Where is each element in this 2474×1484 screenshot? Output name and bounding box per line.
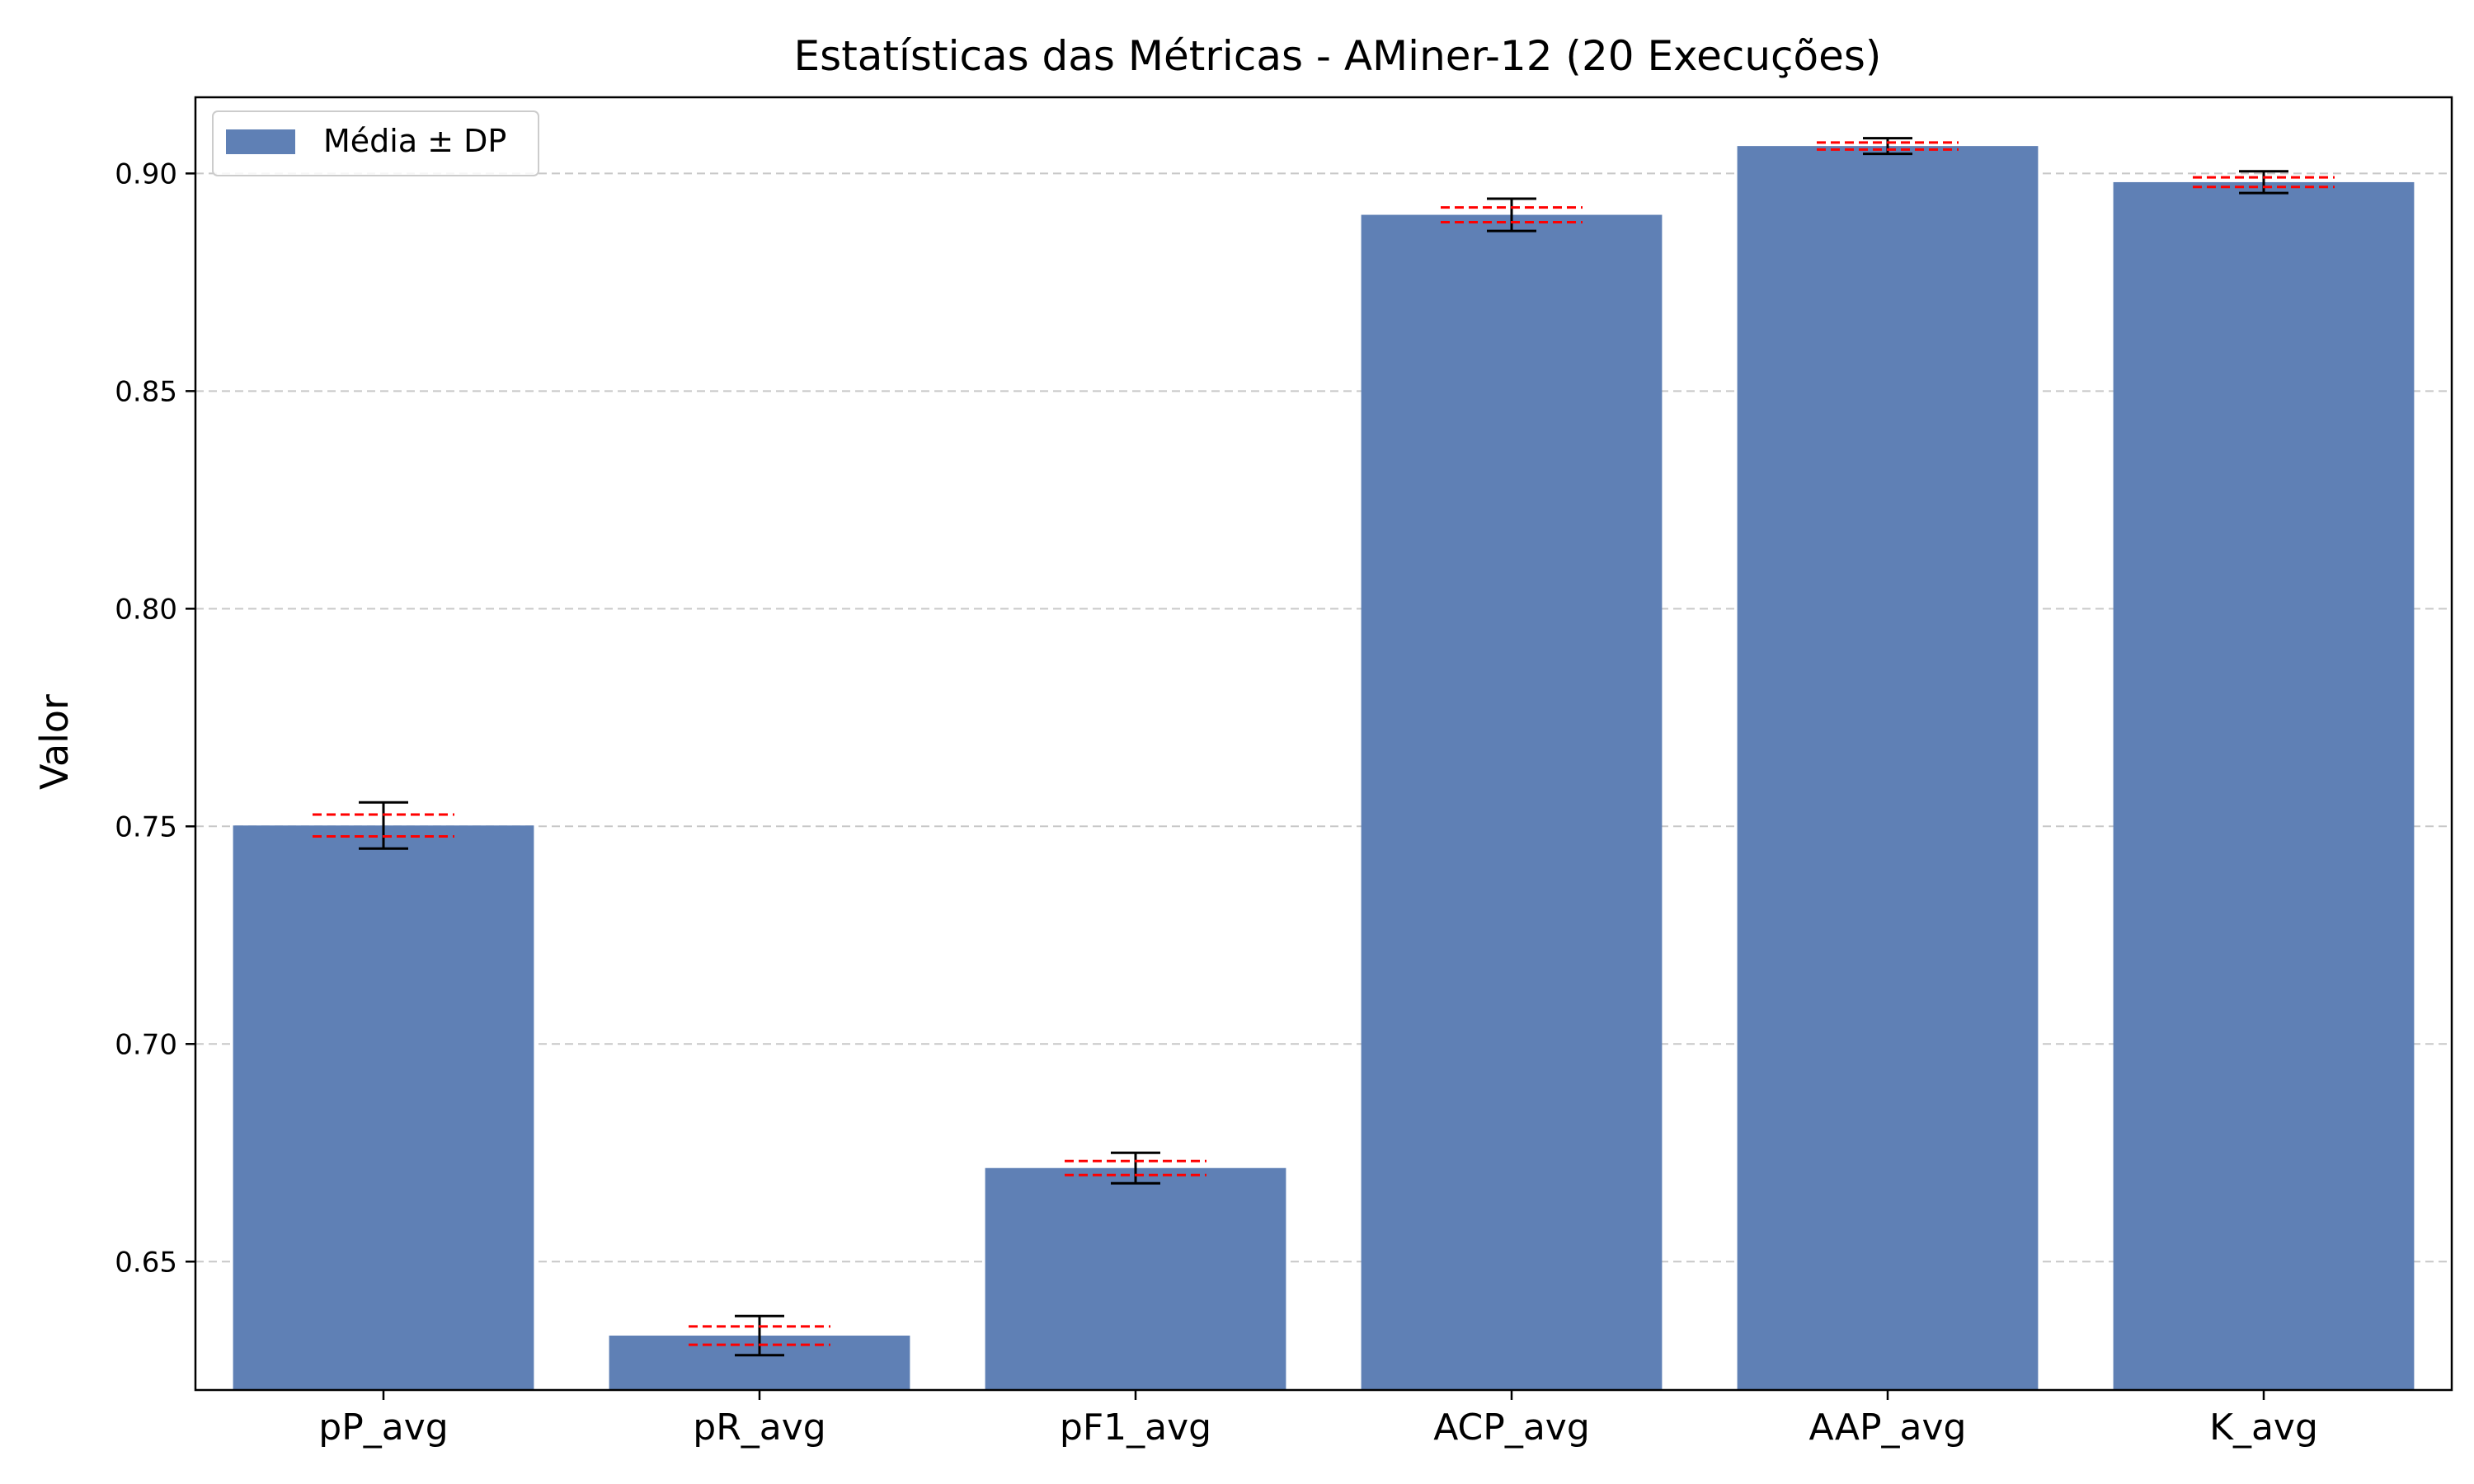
plot-frame	[194, 96, 2453, 1392]
error-bar	[2239, 170, 2288, 195]
x-tick-label: K_avg	[2209, 1407, 2318, 1449]
bar	[233, 825, 534, 1390]
legend: Média ± DP	[212, 110, 539, 176]
error-bar	[359, 801, 408, 850]
legend-swatch	[226, 129, 295, 154]
y-axis-label: Valor	[32, 694, 77, 790]
x-tick-label: ACP_avg	[1433, 1407, 1590, 1449]
error-bars	[359, 137, 2288, 1357]
x-axis-ticks: pP_avg pR_avg pF1_avg ACP_avg AAP_avg K_avg	[318, 1390, 2318, 1449]
error-bar	[1487, 197, 1536, 232]
chart-title: Estatísticas das Métricas - AMiner-12 (2…	[794, 32, 1882, 80]
bar	[2113, 181, 2415, 1391]
y-tick-label: 0.70	[115, 1028, 177, 1061]
grid-lines	[195, 172, 2452, 1263]
bar	[985, 1167, 1286, 1390]
y-tick-label: 0.85	[115, 375, 177, 408]
x-tick-label: AAP_avg	[1809, 1407, 1967, 1449]
legend-box	[212, 110, 539, 176]
y-tick-label: 0.75	[115, 810, 177, 843]
ci-lines	[313, 141, 2335, 1346]
y-tick-label: 0.65	[115, 1246, 177, 1279]
y-tick-label: 0.80	[115, 593, 177, 626]
error-bar	[735, 1314, 784, 1357]
error-bar	[1111, 1151, 1160, 1185]
bar	[1361, 214, 1663, 1391]
x-tick-label: pP_avg	[318, 1407, 448, 1449]
legend-label: Média ± DP	[323, 123, 506, 159]
x-tick-label: pR_avg	[693, 1407, 825, 1449]
error-bar	[1863, 137, 1912, 156]
x-tick-label: pF1_avg	[1060, 1407, 1211, 1449]
y-tick-label: 0.90	[115, 157, 177, 190]
y-axis-ticks: 0.65 0.70 0.75 0.80 0.85 0.90	[115, 157, 195, 1279]
bar	[1737, 146, 2039, 1390]
bars	[233, 146, 2415, 1391]
